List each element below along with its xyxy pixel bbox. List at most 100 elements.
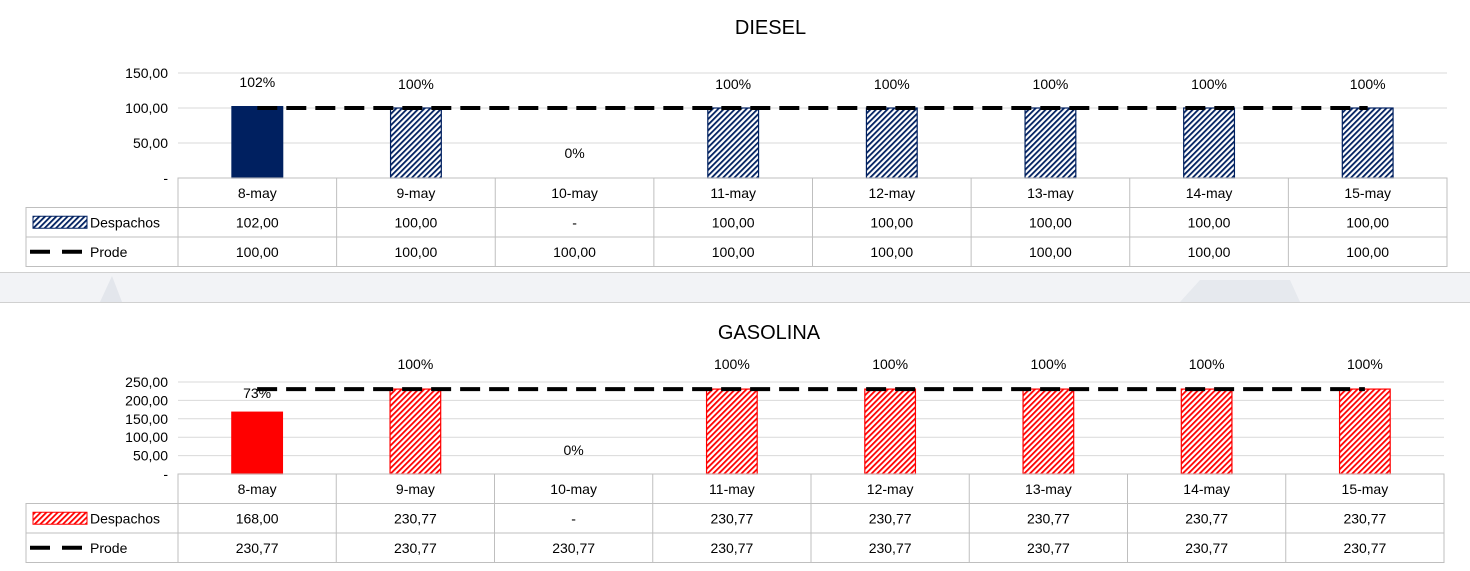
y-tick-label: 50,00 — [133, 135, 168, 151]
x-tick-label: 12-may — [867, 481, 914, 497]
percent-label: 100% — [397, 356, 433, 372]
table-value-prode: 100,00 — [236, 244, 279, 260]
table-value-despachos: 230,77 — [1027, 510, 1070, 526]
legend-key-despachos — [32, 215, 88, 229]
bar-despachos-14-may — [1180, 388, 1233, 475]
table-value-despachos: 100,00 — [1346, 214, 1389, 230]
x-tick-label: 9-may — [396, 481, 435, 497]
table-value-prode: 230,77 — [1343, 540, 1386, 556]
percent-label: 100% — [1350, 76, 1386, 92]
gasolina-chart: GASOLINA - 50,00 100,00 150,00 200,00 250,00 73… — [25, 322, 1445, 563]
diesel-chart-panel: DIESEL - 50,00 100,00 150,00 102% 100% 0% 100% 10… — [0, 0, 1470, 273]
bar-despachos-15-may — [1341, 107, 1394, 179]
table-value-despachos: 230,77 — [394, 510, 437, 526]
percent-label: 100% — [1189, 356, 1225, 372]
table-value-despachos: 100,00 — [870, 214, 913, 230]
gasolina-chart-panel: GASOLINA - 50,00 100,00 150,00 200,00 250,00 73… — [0, 302, 1470, 571]
table-value-prode: 230,77 — [869, 540, 912, 556]
table-value-prode: 100,00 — [870, 244, 913, 260]
percent-label: 100% — [1030, 356, 1066, 372]
percent-label: 0% — [564, 442, 584, 458]
y-tick-label: 150,00 — [125, 411, 168, 427]
table-value-despachos: 100,00 — [712, 214, 755, 230]
bar-despachos-13-may — [1024, 107, 1077, 179]
y-tick-label: 250,00 — [125, 374, 168, 390]
bar-despachos-15-may — [1338, 388, 1391, 475]
y-tick-label: - — [163, 170, 168, 186]
bar-despachos-8-may — [231, 105, 284, 179]
y-tick-label: 100,00 — [125, 100, 168, 116]
bar-despachos-12-may — [864, 388, 917, 475]
table-value-despachos: 168,00 — [236, 510, 279, 526]
legend-label: Despachos — [90, 214, 160, 230]
bar-despachos-13-may — [1022, 388, 1075, 475]
legend-label: Prode — [90, 540, 128, 556]
y-tick-label: - — [163, 466, 168, 482]
legend-label: Prode — [90, 244, 128, 260]
x-tick-label: 15-may — [1344, 185, 1391, 201]
x-tick-label: 11-may — [709, 481, 755, 497]
table-value-prode: 100,00 — [712, 244, 755, 260]
table-value-prode: 230,77 — [552, 540, 595, 556]
bar-despachos-14-may — [1183, 107, 1236, 179]
chart-title: GASOLINA — [718, 322, 821, 344]
x-tick-label: 13-may — [1025, 481, 1072, 497]
table-value-despachos: - — [571, 510, 576, 526]
table-value-prode: 230,77 — [1027, 540, 1070, 556]
percent-label: 100% — [1033, 76, 1069, 92]
diesel-chart: DIESEL - 50,00 100,00 150,00 102% 100% 0% 100% 10… — [25, 17, 1448, 267]
percent-label: 102% — [239, 74, 275, 90]
table-value-despachos: 102,00 — [236, 214, 279, 230]
bar-despachos-12-may — [865, 107, 918, 179]
x-tick-label: 11-may — [710, 185, 756, 201]
x-tick-label: 8-may — [238, 481, 277, 497]
table-value-despachos: 230,77 — [1343, 510, 1386, 526]
bar-despachos-8-may — [231, 411, 284, 475]
x-tick-label: 10-may — [550, 481, 597, 497]
percent-label: 100% — [872, 356, 908, 372]
y-tick-label: 200,00 — [125, 392, 168, 408]
table-value-despachos: 100,00 — [395, 214, 438, 230]
table-value-prode: 230,77 — [394, 540, 437, 556]
x-tick-label: 14-may — [1183, 481, 1230, 497]
bar-despachos-9-may — [389, 107, 442, 179]
x-tick-label: 8-may — [238, 185, 277, 201]
y-tick-label: 100,00 — [125, 429, 168, 445]
percent-label: 100% — [398, 76, 434, 92]
legend-label: Despachos — [90, 510, 160, 526]
table-value-despachos: 230,77 — [1185, 510, 1228, 526]
table-value-prode: 230,77 — [236, 540, 279, 556]
table-value-despachos: 100,00 — [1188, 214, 1231, 230]
bar-despachos-11-may — [705, 388, 758, 475]
percent-label: 0% — [564, 145, 584, 161]
table-value-prode: 100,00 — [1188, 244, 1231, 260]
table-value-prode: 230,77 — [1185, 540, 1228, 556]
y-tick-label: 150,00 — [125, 65, 168, 81]
x-tick-label: 10-may — [551, 185, 598, 201]
percent-label: 100% — [715, 76, 751, 92]
percent-label: 100% — [714, 356, 750, 372]
percent-label: 100% — [1347, 356, 1383, 372]
table-value-prode: 230,77 — [710, 540, 753, 556]
x-tick-label: 15-may — [1342, 481, 1389, 497]
table-value-despachos: 230,77 — [869, 510, 912, 526]
x-tick-label: 13-may — [1027, 185, 1074, 201]
table-value-despachos: 230,77 — [710, 510, 753, 526]
bar-despachos-11-may — [707, 107, 760, 179]
percent-label: 100% — [1191, 76, 1227, 92]
bar-despachos-9-may — [389, 388, 442, 475]
x-tick-label: 12-may — [868, 185, 915, 201]
table-value-prode: 100,00 — [395, 244, 438, 260]
x-tick-label: 9-may — [396, 185, 435, 201]
table-value-prode: 100,00 — [553, 244, 596, 260]
x-tick-label: 14-may — [1186, 185, 1233, 201]
percent-label: 73% — [243, 385, 271, 401]
table-value-prode: 100,00 — [1029, 244, 1072, 260]
table-value-prode: 100,00 — [1346, 244, 1389, 260]
percent-label: 100% — [874, 76, 910, 92]
y-tick-label: 50,00 — [133, 448, 168, 464]
table-value-despachos: - — [572, 214, 577, 230]
legend-key-despachos — [32, 511, 88, 525]
table-value-despachos: 100,00 — [1029, 214, 1072, 230]
